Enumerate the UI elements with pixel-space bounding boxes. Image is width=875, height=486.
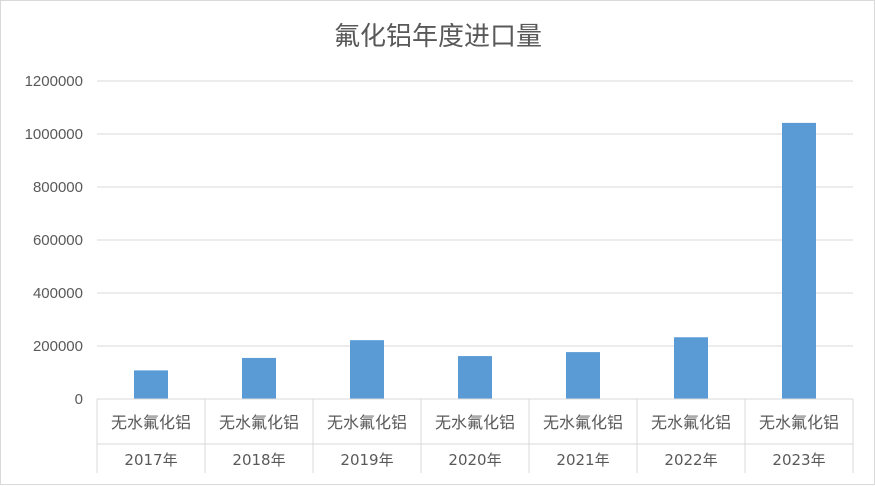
x-year-label: 2022年 [664, 451, 717, 469]
bars [134, 122, 816, 400]
bar [350, 340, 384, 399]
y-tick-label: 0 [75, 391, 83, 408]
gridlines [97, 80, 853, 347]
x-category-label: 无水氟化铝 [435, 413, 515, 432]
y-tick-label: 1200000 [25, 73, 83, 90]
x-year-label: 2019年 [340, 451, 393, 469]
x-category-label: 无水氟化铝 [219, 413, 299, 432]
x-category-label: 无水氟化铝 [759, 413, 839, 432]
bar [782, 122, 816, 400]
x-category-label: 无水氟化铝 [543, 413, 623, 432]
x-year-label: 2018年 [232, 451, 285, 469]
y-tick-label: 1000000 [25, 126, 83, 143]
bar [566, 352, 600, 399]
x-category-label: 无水氟化铝 [111, 413, 191, 432]
x-year-label: 2021年 [556, 451, 609, 469]
bar [458, 356, 492, 399]
x-year-label: 2017年 [124, 451, 177, 469]
y-tick-label: 800000 [33, 179, 83, 196]
bar [242, 357, 276, 399]
x-year-label: 2023年 [772, 451, 825, 469]
x-year-label: 2020年 [448, 451, 501, 469]
x-category-label: 无水氟化铝 [651, 413, 731, 432]
y-tick-label: 400000 [33, 285, 83, 302]
bar [134, 370, 168, 399]
y-tick-label: 600000 [33, 232, 83, 249]
x-axis: 无水氟化铝 2017年 无水氟化铝 2018年 无水氟化铝 2019年 无水氟化铝 2020年… [96, 398, 854, 473]
y-tick-label: 200000 [33, 338, 83, 355]
chart-title: 氟化铝年度进口量 [334, 22, 542, 52]
bar [674, 337, 708, 399]
x-category-label: 无水氟化铝 [327, 413, 407, 432]
y-axis-ticks: 0 200000 400000 600000 800000 1000000 1200000 [25, 73, 83, 408]
